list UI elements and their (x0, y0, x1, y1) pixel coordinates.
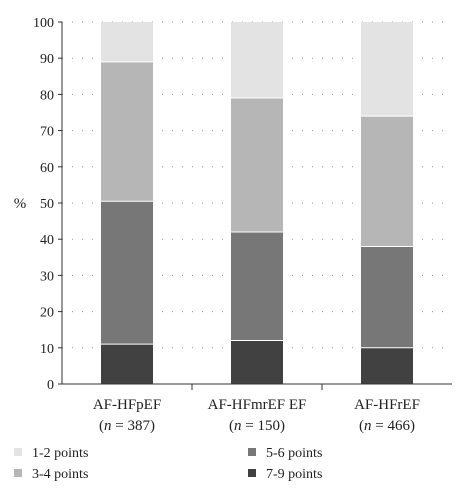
count-value: = 150 (242, 418, 280, 434)
bar-segment (101, 344, 153, 384)
bar-segment (231, 231, 283, 341)
count-n: n (104, 418, 112, 434)
count-paren-close: ) (150, 418, 155, 434)
bar-segment (361, 22, 413, 117)
y-tick-label: 50 (40, 197, 54, 212)
legend-label: 1-2 points (32, 446, 88, 461)
bar-segment (361, 246, 413, 348)
legend-label: 5-6 points (266, 446, 322, 461)
category-count-label: (n = 387) (99, 418, 155, 434)
bar-segment (361, 116, 413, 247)
legend-swatch (14, 469, 22, 477)
bar-segment (101, 22, 153, 62)
category-count-label: (n = 150) (229, 418, 285, 434)
y-tick-label: 20 (40, 306, 54, 321)
x-axis-category-labels: AF-HFpEF(n = 387)AF-HFmrEF EF(n = 150)AF… (93, 384, 420, 434)
bar-segment (101, 201, 153, 345)
count-paren-close: ) (410, 418, 415, 434)
y-tick-label: 30 (40, 269, 54, 284)
legend-label: 3-4 points (32, 467, 88, 482)
bar-segment (361, 347, 413, 384)
bar-segment (231, 98, 283, 232)
count-n: n (364, 418, 372, 434)
category-count-label: (n = 466) (359, 418, 415, 434)
y-tick-label: 40 (40, 233, 54, 248)
y-tick-label: 70 (40, 125, 54, 140)
y-tick-label: 100 (33, 16, 54, 31)
count-paren-open: ( (99, 418, 104, 434)
count-paren-close: ) (280, 418, 285, 434)
bars (101, 22, 413, 384)
y-tick-label: 60 (40, 161, 54, 176)
legend-label: 7-9 points (266, 467, 322, 482)
count-paren-open: ( (359, 418, 364, 434)
category-label: AF-HFmrEF EF (208, 397, 307, 413)
count-paren-open: ( (229, 418, 234, 434)
legend: 1-2 points 5-6 points 3-4 points 7-9 points (14, 446, 322, 482)
category-label: AF-HFrEF (354, 397, 420, 413)
legend-swatch (248, 448, 256, 456)
y-tick-label: 80 (40, 88, 54, 103)
count-value: = 466 (372, 418, 411, 434)
bar-segment (231, 340, 283, 384)
count-n: n (234, 418, 242, 434)
bar-segment (231, 22, 283, 99)
y-tick-label: 90 (40, 52, 54, 67)
y-tick-label: 0 (47, 378, 54, 393)
legend-swatch (14, 448, 22, 456)
y-axis-label: % (14, 196, 27, 212)
legend-swatch (248, 469, 256, 477)
count-value: = 387 (112, 418, 151, 434)
y-axis-ticks: 0 10 20 30 40 50 60 70 80 90 100 (33, 16, 62, 393)
y-tick-label: 10 (40, 342, 54, 357)
category-label: AF-HFpEF (93, 397, 161, 413)
bar-segment (101, 61, 153, 202)
